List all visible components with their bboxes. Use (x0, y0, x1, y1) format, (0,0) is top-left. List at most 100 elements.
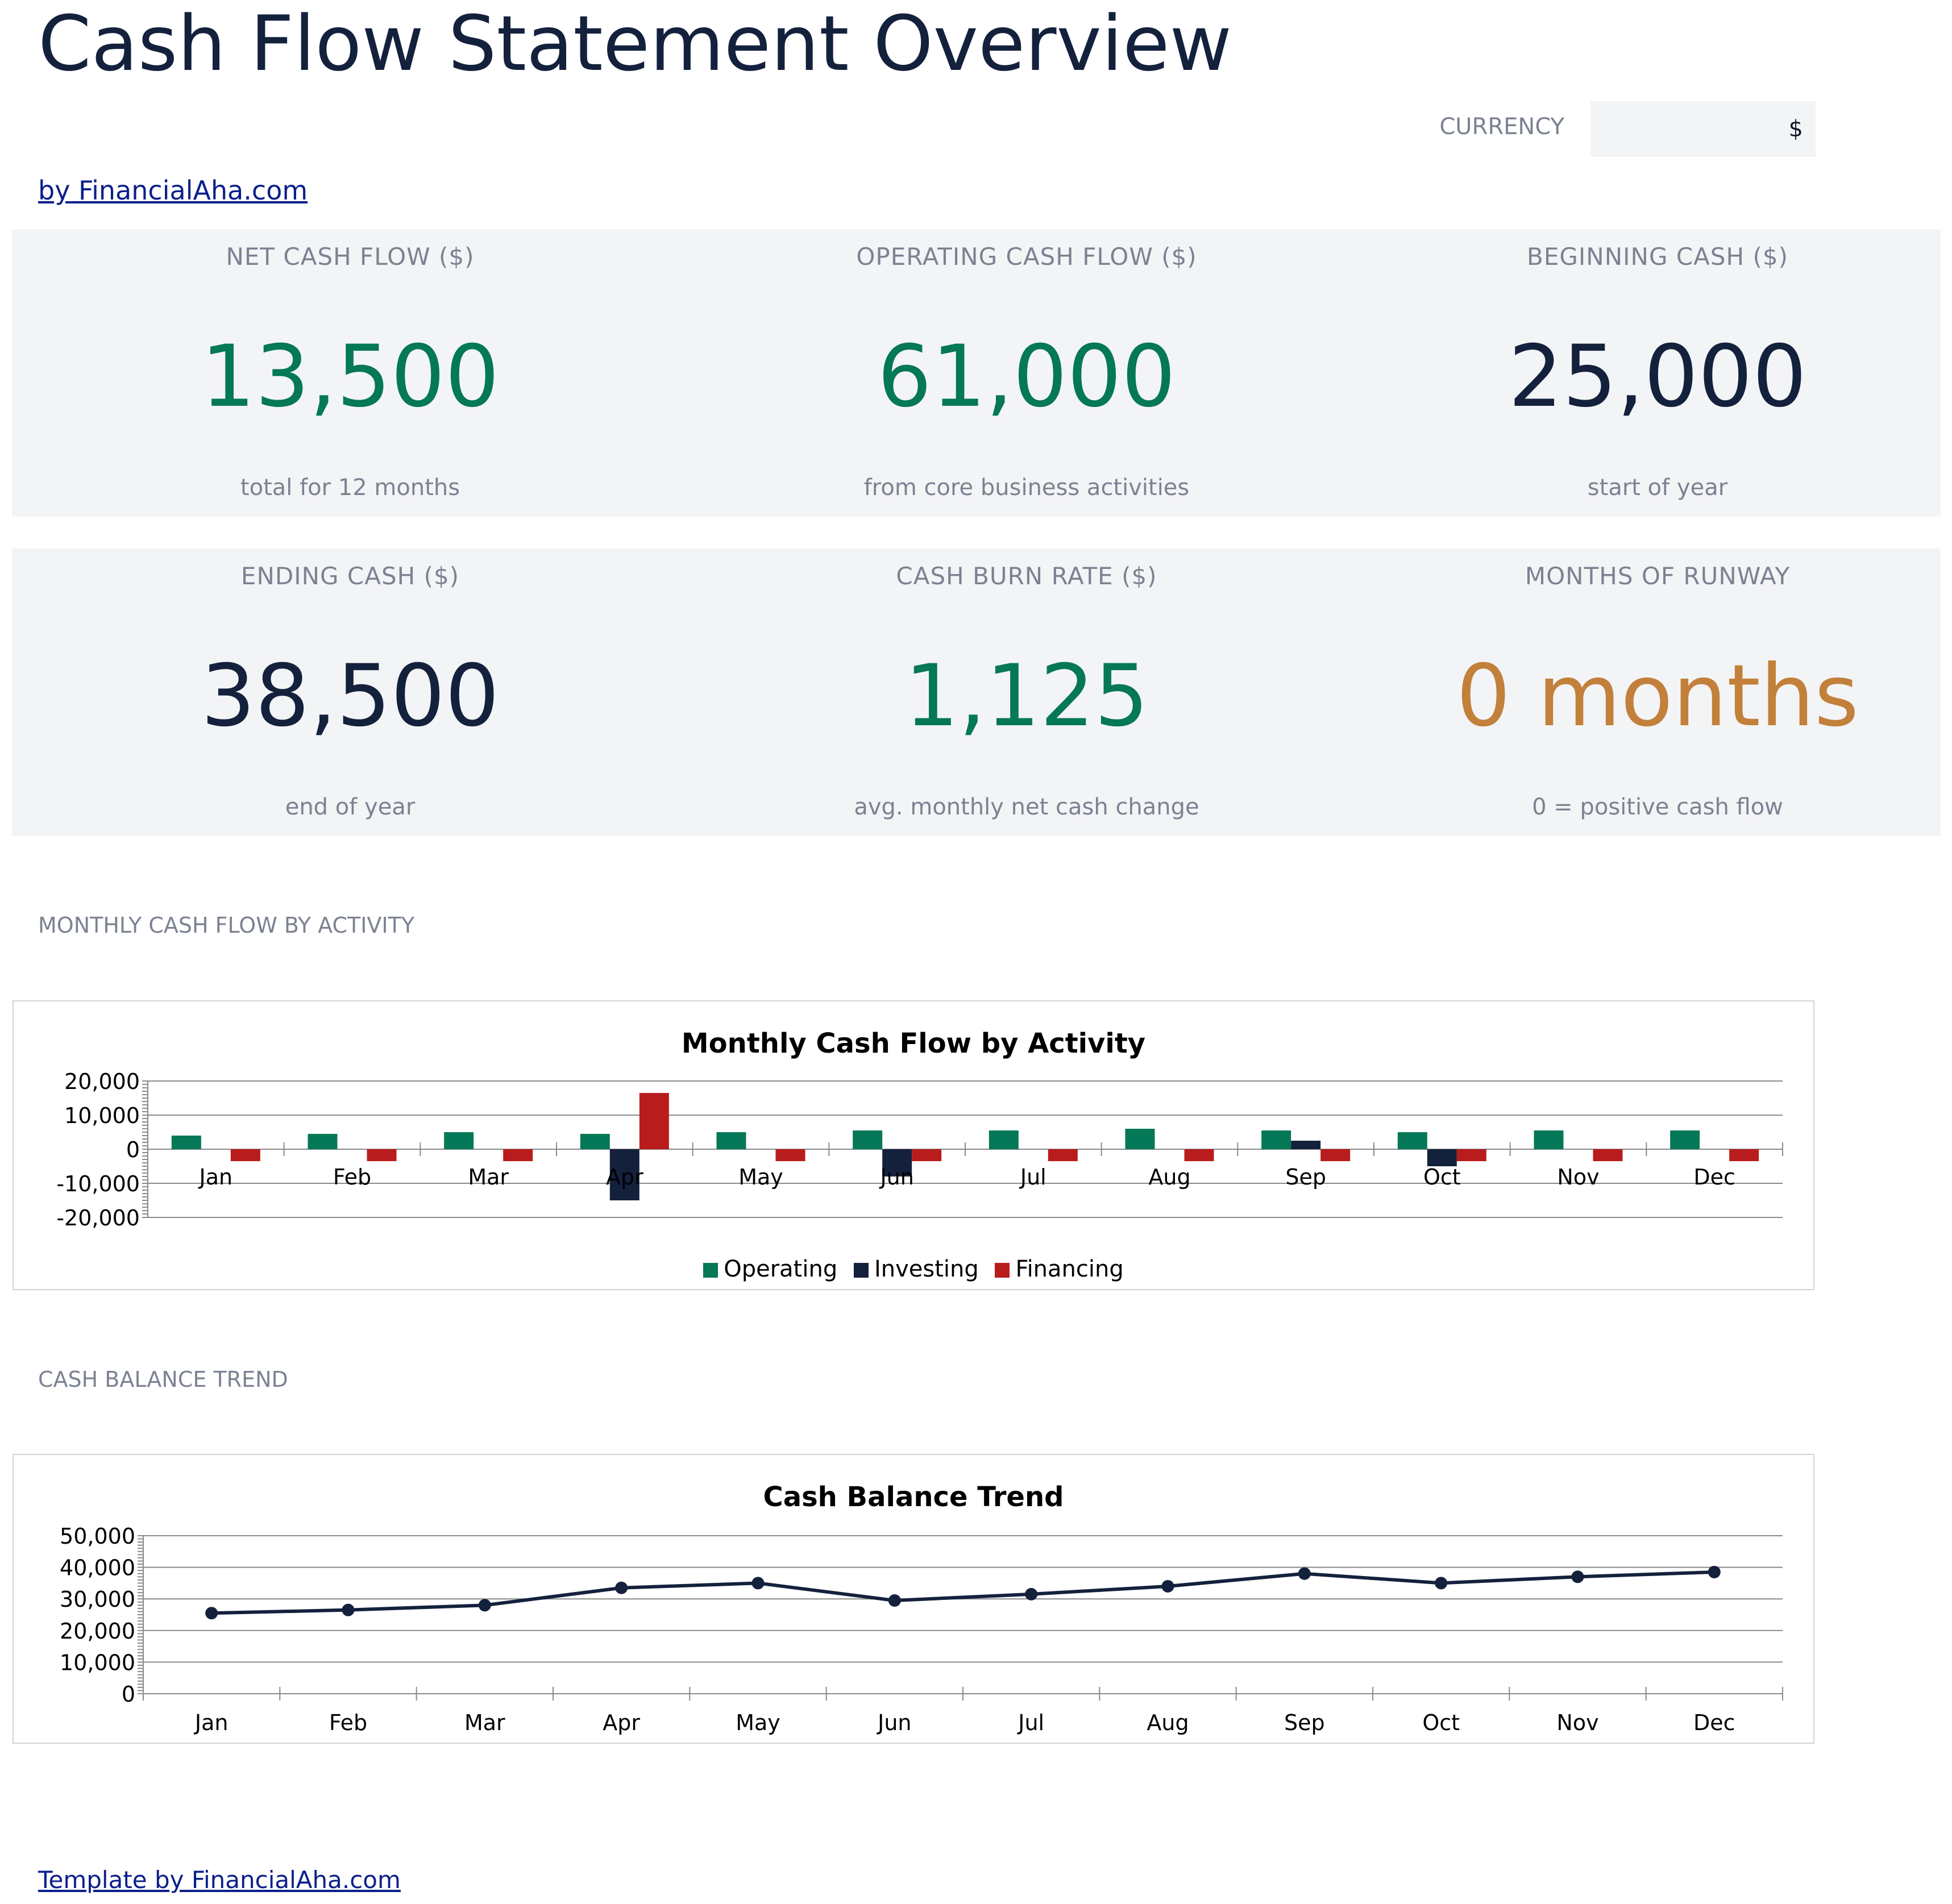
bar-operating (308, 1134, 338, 1149)
x-tick-label: Aug (1147, 1710, 1189, 1735)
bar-operating (853, 1130, 883, 1149)
kpi-label: ENDING CASH ($) (240, 562, 460, 590)
bar-financing (1184, 1149, 1214, 1161)
balance-point (205, 1607, 218, 1620)
section-title-activity: MONTHLY CASH FLOW BY ACTIVITY (38, 913, 415, 938)
y-tick-label: 0 (126, 1137, 140, 1162)
y-tick-label: -10,000 (56, 1171, 140, 1196)
kpi-subtext: avg. monthly net cash change (854, 794, 1199, 820)
x-tick-label: Aug (1148, 1165, 1190, 1190)
kpi-cash-burn-rate: CASH BURN RATE ($) 1,125 avg. monthly ne… (688, 548, 1365, 836)
balance-point (342, 1603, 355, 1616)
by-financialaha-link[interactable]: by FinancialAha.com (38, 175, 308, 206)
legend-item-operating: Operating (703, 1256, 837, 1282)
kpi-subtext: end of year (285, 794, 416, 820)
currency-label: CURRENCY (1439, 114, 1564, 140)
x-tick-label: Jul (1017, 1710, 1044, 1735)
bar-operating (716, 1132, 746, 1149)
bar-operating (1261, 1130, 1291, 1149)
balance-point (478, 1599, 491, 1612)
balance-point (1708, 1565, 1721, 1578)
activity-bar-chart-svg: 20,000 10,000 0 -10,000 -20,000 Jan Feb Mar Apr M… (56, 1069, 1783, 1230)
x-tick-label: Apr (603, 1710, 640, 1735)
balance-point (888, 1594, 901, 1607)
x-tick-label: Jun (879, 1165, 913, 1190)
chart-legend: Operating Investing Financing (14, 1256, 1813, 1282)
kpi-beginning-cash: BEGINNING CASH ($) 25,000 start of year (1336, 229, 1952, 517)
balance-point (1298, 1567, 1311, 1580)
x-tick-label: Nov (1556, 1710, 1598, 1735)
kpi-value: 0 months (1456, 647, 1859, 746)
legend-label: Operating (724, 1256, 838, 1282)
x-tick-label: Mar (464, 1710, 505, 1735)
balance-point (1025, 1587, 1038, 1600)
bar-financing (1320, 1149, 1351, 1161)
x-tick-label: Dec (1693, 1165, 1735, 1190)
bar-financing (639, 1093, 669, 1149)
kpi-subtext: from core business activities (863, 475, 1190, 501)
balance-chart: 50,000 40,000 30,000 20,000 10,000 0 Jan Feb Mar… (13, 1454, 1814, 1744)
legend-item-investing: Investing (853, 1256, 979, 1282)
y-tick-label: -20,000 (56, 1205, 140, 1230)
legend-swatch (995, 1263, 1010, 1278)
x-tick-label: Nov (1557, 1165, 1599, 1190)
balance-point (1571, 1570, 1584, 1583)
bar-operating (989, 1130, 1019, 1149)
balance-point (1435, 1577, 1448, 1590)
kpi-value: 1,125 (904, 647, 1149, 746)
kpi-subtext: total for 12 months (240, 475, 460, 501)
currency-field[interactable]: $ (1590, 101, 1816, 157)
legend-label: Investing (874, 1256, 979, 1282)
x-tick-label: Apr (606, 1165, 643, 1190)
balance-line (211, 1570, 1714, 1615)
x-tick-label: Sep (1284, 1710, 1325, 1735)
bar-financing (1048, 1149, 1078, 1161)
kpi-net-cash-flow: NET CASH FLOW ($) 13,500 total for 12 mo… (12, 229, 688, 517)
bar-financing (1729, 1149, 1759, 1161)
activity-chart: 20,000 10,000 0 -10,000 -20,000 Jan Feb Mar Apr M… (13, 1000, 1814, 1290)
bar-operating (1125, 1129, 1155, 1149)
chart-title: Cash Balance Trend (763, 1481, 1064, 1513)
x-tick-label: Sep (1285, 1165, 1326, 1190)
kpi-value: 61,000 (877, 327, 1176, 426)
bar-financing (503, 1149, 533, 1161)
x-tick-label: Oct (1422, 1710, 1460, 1735)
y-tick-label: 10,000 (64, 1103, 140, 1128)
bar-operating (171, 1136, 201, 1149)
kpi-months-of-runway: MONTHS OF RUNWAY 0 months 0 = positive c… (1336, 548, 1952, 836)
section-title-balance: CASH BALANCE TREND (38, 1367, 288, 1392)
footer-template-link[interactable]: Template by FinancialAha.com (38, 1866, 401, 1894)
bar-operating (1534, 1130, 1564, 1149)
kpi-row-2: ENDING CASH ($) 38,500 end of year CASH … (12, 548, 1941, 836)
x-tick-label: May (738, 1165, 783, 1190)
bar-financing (912, 1149, 942, 1161)
legend-label: Financing (1015, 1256, 1124, 1282)
kpi-value: 38,500 (201, 647, 500, 746)
x-tick-label: Jan (194, 1710, 229, 1735)
legend-swatch (853, 1263, 869, 1278)
y-tick-label: 50,000 (60, 1524, 135, 1549)
balance-line-chart-svg: 50,000 40,000 30,000 20,000 10,000 0 Jan Feb Mar… (60, 1524, 1783, 1735)
x-tick-label: May (736, 1710, 780, 1735)
x-tick-label: Feb (333, 1165, 371, 1190)
bar-operating (1670, 1130, 1700, 1149)
kpi-value: 25,000 (1508, 327, 1807, 426)
y-tick-label: 0 (122, 1682, 135, 1707)
bar-financing (1593, 1149, 1623, 1161)
y-tick-label: 20,000 (64, 1069, 140, 1094)
page-title: Cash Flow Statement Overview (38, 0, 1232, 88)
balance-point (1161, 1579, 1174, 1593)
bar-operating (580, 1134, 610, 1149)
bar-investing (1291, 1141, 1321, 1149)
bar-financing (775, 1149, 805, 1161)
kpi-label: OPERATING CASH FLOW ($) (856, 243, 1197, 271)
kpi-ending-cash: ENDING CASH ($) 38,500 end of year (12, 548, 688, 836)
bar-investing (882, 1149, 912, 1177)
kpi-row-1: NET CASH FLOW ($) 13,500 total for 12 mo… (12, 229, 1941, 517)
chart-title: Monthly Cash Flow by Activity (681, 1028, 1146, 1059)
bar-financing (1456, 1149, 1486, 1161)
balance-point (615, 1581, 628, 1594)
y-tick-label: 20,000 (60, 1619, 135, 1644)
x-tick-label: Jul (1019, 1165, 1046, 1190)
x-tick-label: Jan (198, 1165, 233, 1190)
